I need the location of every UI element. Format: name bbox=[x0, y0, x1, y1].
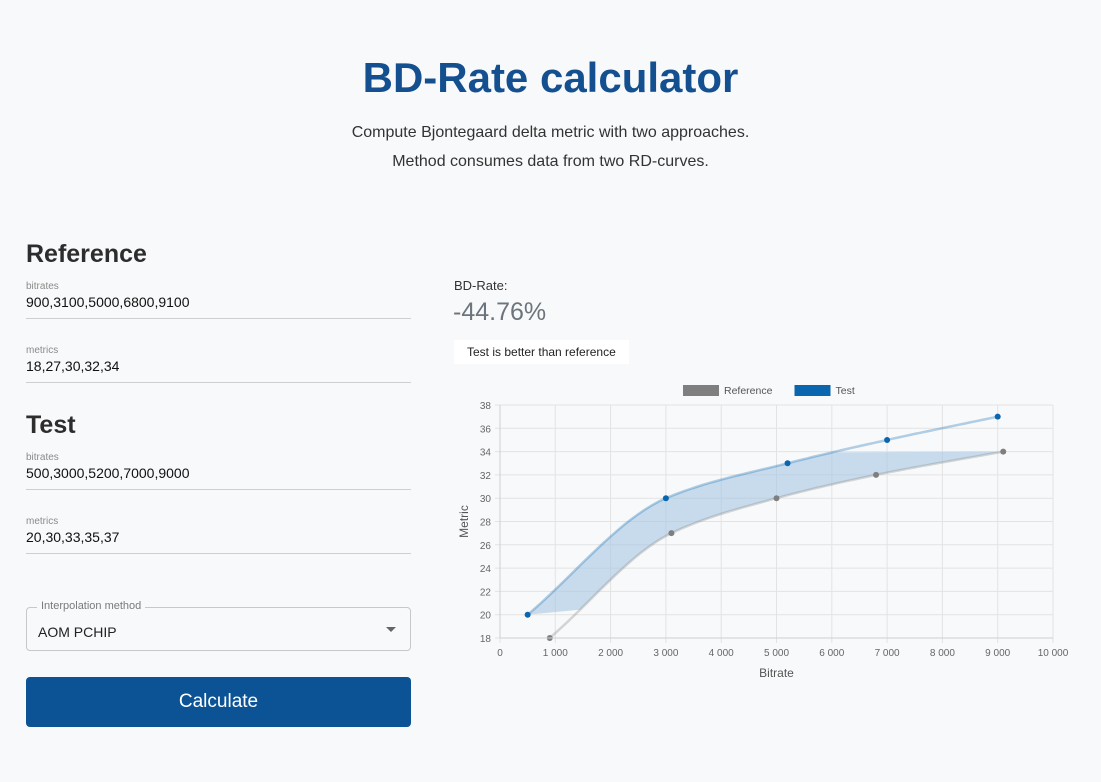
rd-curve-chart: Reference Test 0 1 000 2 000 3 000 4 000 5 000… bbox=[457, 385, 1069, 680]
y-tick-label: 30 bbox=[480, 494, 492, 505]
x-tick-label: 4 000 bbox=[709, 648, 734, 659]
reference-bitrates-input[interactable] bbox=[26, 294, 411, 310]
test-data-point bbox=[884, 436, 891, 443]
test-bitrates-input[interactable] bbox=[26, 465, 411, 481]
y-tick-label: 22 bbox=[480, 587, 492, 598]
chart-legend: Reference Test bbox=[683, 385, 855, 397]
calculate-button[interactable]: Calculate bbox=[26, 677, 411, 727]
reference-metrics-field: metrics bbox=[26, 345, 411, 383]
test-bitrates-label: bitrates bbox=[26, 452, 59, 463]
reference-data-point bbox=[668, 530, 675, 537]
reference-metrics-input[interactable] bbox=[26, 358, 411, 374]
x-tick-label: 7 000 bbox=[875, 648, 900, 659]
reference-data-point bbox=[873, 471, 880, 478]
test-data-point bbox=[994, 413, 1001, 420]
test-metrics-input[interactable] bbox=[26, 529, 411, 545]
test-bitrates-field: bitrates bbox=[26, 452, 411, 490]
x-tick-label: 0 bbox=[497, 648, 503, 659]
test-data-point bbox=[524, 611, 531, 618]
subtitle-line-1: Compute Bjontegaard delta metric with tw… bbox=[351, 124, 750, 141]
x-tick-label: 9 000 bbox=[985, 648, 1010, 659]
interpolation-method-select[interactable]: Interpolation method AOM PCHIP bbox=[26, 600, 411, 651]
test-metrics-label: metrics bbox=[26, 516, 59, 527]
bd-area-polygon bbox=[527, 451, 1004, 615]
y-tick-label: 28 bbox=[480, 518, 492, 529]
y-tick-label: 26 bbox=[480, 541, 492, 552]
x-axis-label: Bitrate bbox=[759, 666, 794, 680]
y-tick-label: 34 bbox=[480, 448, 492, 459]
chart-axes: 0 1 000 2 000 3 000 4 000 5 000 6 000 7 000 8 00… bbox=[457, 401, 1069, 680]
result-badge: Test is better than reference bbox=[454, 340, 629, 364]
interpolation-method-value: AOM PCHIP bbox=[38, 624, 117, 640]
test-metrics-field: metrics bbox=[26, 516, 411, 554]
x-tick-label: 2 000 bbox=[598, 648, 623, 659]
y-tick-label: 20 bbox=[480, 611, 492, 622]
chart-series bbox=[524, 413, 1007, 641]
legend-label-reference: Reference bbox=[724, 385, 773, 397]
x-tick-label: 3 000 bbox=[653, 648, 678, 659]
x-tick-label: 8 000 bbox=[930, 648, 955, 659]
reference-bitrates-field: bitrates bbox=[26, 281, 411, 319]
legend-swatch-test bbox=[794, 385, 831, 396]
page-subtitle: Compute Bjontegaard delta metric with tw… bbox=[0, 118, 1101, 176]
reference-data-point bbox=[1000, 448, 1007, 455]
y-tick-label: 36 bbox=[480, 424, 492, 435]
x-tick-label: 1 000 bbox=[543, 648, 568, 659]
dropdown-arrow-icon bbox=[386, 627, 396, 632]
reference-bitrates-label: bitrates bbox=[26, 281, 59, 292]
bd-rate-label: BD-Rate: bbox=[454, 278, 508, 293]
input-panel: Reference bitrates metrics Test bitrates… bbox=[26, 240, 411, 554]
reference-data-point bbox=[773, 495, 780, 502]
test-data-point bbox=[662, 495, 669, 502]
reference-metrics-label: metrics bbox=[26, 345, 59, 356]
y-axis-label: Metric bbox=[457, 505, 471, 538]
subtitle-line-2: Method consumes data from two RD-curves. bbox=[392, 153, 709, 170]
legend-label-test: Test bbox=[836, 385, 855, 397]
page-title: BD-Rate calculator bbox=[362, 54, 739, 101]
y-tick-label: 18 bbox=[480, 634, 492, 645]
y-tick-label: 24 bbox=[480, 564, 492, 575]
x-tick-label: 5 000 bbox=[764, 648, 789, 659]
reference-heading: Reference bbox=[26, 240, 147, 268]
bd-area-fill bbox=[527, 451, 1004, 615]
legend-swatch-reference bbox=[683, 385, 719, 396]
interpolation-method-label: Interpolation method bbox=[37, 600, 146, 612]
test-heading: Test bbox=[26, 411, 76, 439]
bd-rate-value: -44.76% bbox=[453, 298, 547, 326]
y-tick-label: 38 bbox=[480, 401, 492, 412]
y-tick-label: 32 bbox=[480, 471, 492, 482]
test-data-point bbox=[784, 460, 791, 467]
x-tick-label: 10 000 bbox=[1038, 648, 1069, 659]
x-tick-label: 6 000 bbox=[819, 648, 844, 659]
